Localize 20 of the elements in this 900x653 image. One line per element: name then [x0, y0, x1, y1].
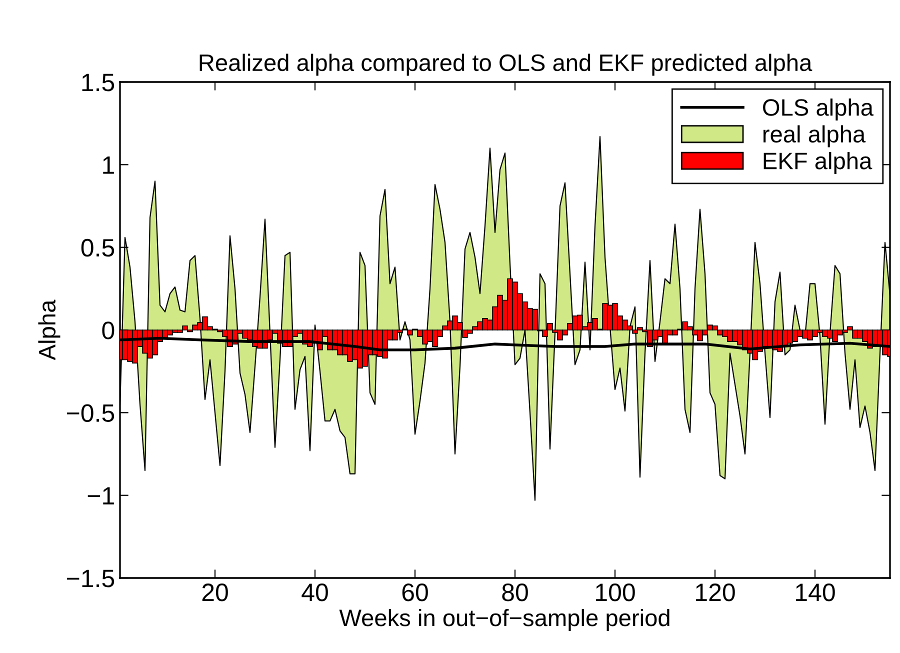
x-tick-label: 40 — [302, 584, 328, 602]
y-tick-label: −1 — [88, 487, 114, 504]
legend-label: EKF alpha — [764, 152, 872, 174]
y-tick-label: −0.5 — [67, 404, 114, 422]
x-tick-label: 120 — [696, 584, 735, 602]
x-tick-label: 100 — [596, 584, 635, 602]
x-tick-label: 20 — [202, 584, 228, 602]
chart-title: Realized alpha compared to OLS and EKF predicted alpha — [200, 54, 812, 76]
x-tick-label: 140 — [796, 584, 835, 602]
y-tick-label: 1.5 — [82, 74, 114, 92]
x-axis-title: Weeks in out−of−sample period — [339, 608, 670, 631]
x-tick-label: 60 — [402, 584, 428, 602]
y-tick-label: 1 — [103, 156, 114, 174]
y-tick-label: 0.5 — [81, 238, 114, 257]
x-tick-label: 80 — [502, 584, 528, 602]
legend-label: OLS alpha — [763, 98, 874, 121]
y-tick-label: 0 — [102, 322, 114, 340]
y-axis-title: Alpha — [38, 300, 60, 360]
y-tick-label: −1.5 — [67, 570, 114, 588]
legend-label: real alpha — [763, 125, 866, 148]
